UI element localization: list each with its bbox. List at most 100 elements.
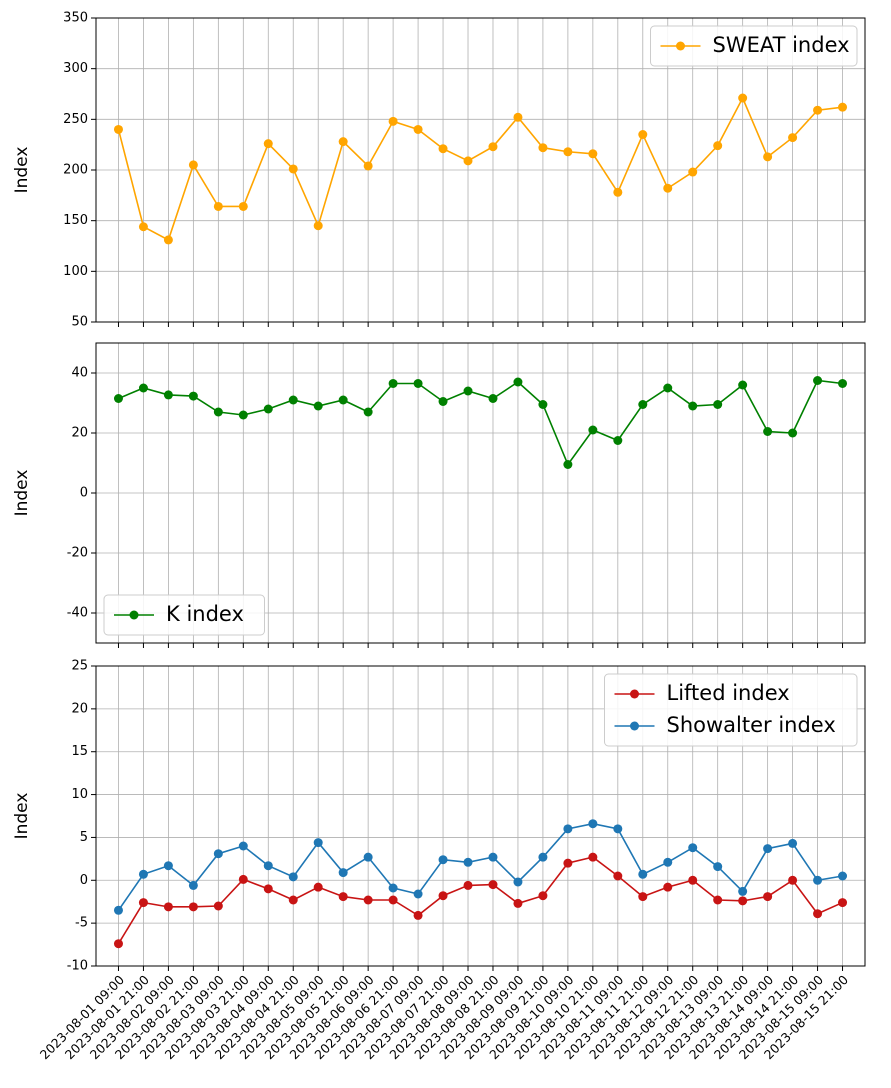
data-point: [738, 886, 748, 896]
y-tick-label: 15: [71, 744, 88, 759]
data-point: [738, 380, 748, 390]
data-point: [513, 377, 523, 387]
data-point: [288, 164, 298, 174]
data-point: [363, 407, 373, 417]
data-point: [263, 139, 273, 149]
data-point: [788, 838, 798, 848]
data-point: [488, 142, 498, 152]
data-point: [538, 852, 548, 862]
data-point: [763, 152, 773, 162]
data-point: [288, 872, 298, 882]
data-point: [388, 379, 398, 388]
data-point: [713, 141, 723, 151]
y-tick-label: -10: [67, 959, 88, 974]
data-point: [563, 824, 573, 834]
data-point: [563, 460, 573, 469]
data-point: [588, 819, 598, 829]
data-point: [613, 187, 623, 197]
data-point: [338, 395, 348, 405]
data-point: [538, 143, 548, 153]
data-point: [638, 400, 648, 409]
data-point: [388, 883, 398, 893]
data-point: [463, 880, 473, 890]
data-point: [413, 379, 423, 388]
y-tick-label: 200: [63, 163, 88, 178]
data-point: [188, 160, 198, 170]
plot-frame: [95, 17, 866, 323]
y-axis-label: Index: [12, 147, 32, 194]
data-point: [688, 843, 698, 853]
y-tick-label: 350: [63, 11, 88, 26]
y-tick-label: 25: [71, 659, 88, 674]
data-point: [313, 882, 323, 892]
data-point: [438, 397, 448, 406]
legend-marker: [630, 689, 639, 699]
data-point: [613, 824, 623, 834]
y-tick-label: 10: [71, 787, 88, 802]
y-tick-label: 20: [71, 701, 88, 716]
legend-marker: [630, 721, 639, 731]
data-point: [213, 407, 223, 417]
data-point: [713, 400, 723, 409]
data-point: [188, 902, 198, 912]
data-point: [213, 849, 223, 859]
y-tick-label: 100: [63, 264, 88, 279]
legend-box: [103, 594, 265, 636]
data-point: [613, 871, 623, 881]
data-point: [313, 401, 323, 411]
data-point: [838, 379, 848, 388]
data-point: [788, 133, 798, 143]
y-tick-label: 0: [80, 873, 88, 888]
data-point: [663, 183, 673, 193]
data-point: [738, 896, 748, 906]
data-point: [138, 222, 148, 232]
data-point: [463, 857, 473, 867]
data-point: [338, 892, 348, 902]
data-point: [363, 161, 373, 171]
data-point: [663, 857, 673, 867]
legend-label: K index: [166, 602, 244, 626]
data-point: [163, 235, 173, 245]
series-line: [117, 856, 843, 945]
data-point: [813, 105, 823, 115]
data-point: [438, 855, 448, 865]
data-point: [813, 875, 823, 885]
data-point: [713, 862, 723, 872]
y-tick-label: -40: [67, 606, 88, 621]
data-point: [613, 436, 623, 445]
data-point: [713, 895, 723, 905]
data-point: [238, 410, 248, 420]
data-point: [213, 201, 223, 211]
data-point: [488, 880, 498, 890]
data-point: [163, 902, 173, 912]
legend-box: [604, 673, 858, 747]
data-point: [413, 124, 423, 134]
data-point: [113, 394, 123, 403]
data-point: [688, 167, 698, 177]
data-point: [588, 425, 598, 435]
data-point: [263, 884, 273, 894]
data-point: [313, 221, 323, 231]
data-point: [838, 871, 848, 881]
data-point: [513, 877, 523, 887]
data-point: [513, 112, 523, 122]
data-point: [763, 427, 773, 436]
data-point: [538, 891, 548, 901]
y-tick-label: -20: [67, 546, 88, 561]
data-point: [288, 895, 298, 905]
data-point: [188, 880, 198, 890]
y-tick-label: 50: [71, 315, 88, 330]
data-point: [463, 386, 473, 396]
data-point: [238, 874, 248, 884]
y-tick-label: 0: [80, 486, 88, 501]
legend-marker: [129, 610, 139, 620]
y-tick-label: 5: [80, 830, 88, 845]
data-point: [313, 838, 323, 848]
data-point: [438, 891, 448, 901]
data-point: [163, 861, 173, 871]
data-point: [813, 909, 823, 919]
data-point: [113, 905, 123, 915]
legend-label: Showalter index: [667, 713, 836, 737]
data-point: [563, 858, 573, 868]
